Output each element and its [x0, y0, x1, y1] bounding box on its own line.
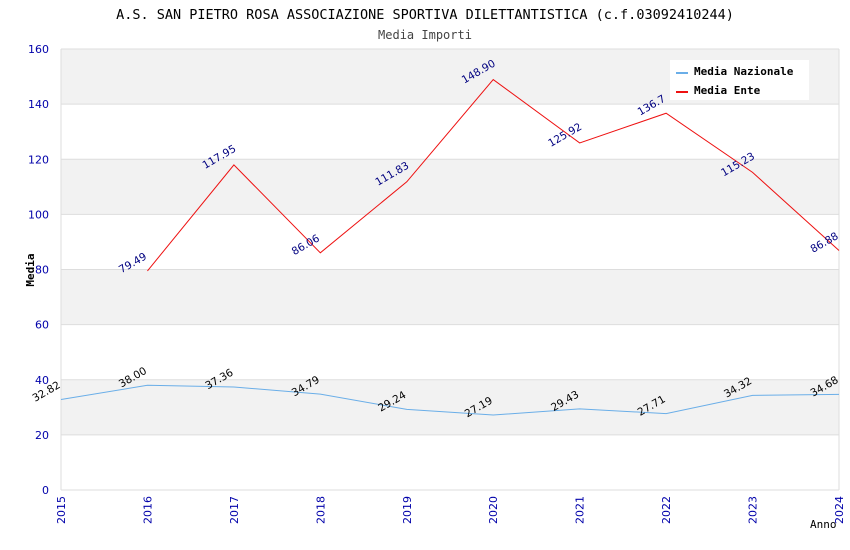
series-line-media-ente [147, 78, 840, 272]
y-tick-label: 80 [35, 264, 49, 277]
chart-subtitle: Media Importi [378, 28, 472, 42]
grid-band [61, 159, 839, 215]
x-tick-label: 2015 [55, 496, 68, 524]
y-axis-label: Media [24, 253, 37, 286]
y-tick-label: 160 [28, 43, 49, 56]
legend-label-media-nazionale: Media Nazionale [694, 65, 794, 78]
series-group [60, 78, 840, 416]
legend-box [670, 60, 809, 100]
series-line-media-nazionale [60, 384, 840, 416]
data-label-media-ente: 125.92 [546, 121, 584, 150]
x-tick-label: 2020 [487, 496, 500, 524]
x-tick-label: 2024 [833, 496, 846, 524]
x-tick-label: 2019 [401, 496, 414, 524]
x-axis-label: Anno [810, 518, 837, 531]
grid-lines [60, 48, 840, 491]
legend: Media Nazionale Media Ente [670, 60, 809, 100]
x-tick-label: 2022 [660, 496, 673, 524]
y-tick-label: 100 [28, 208, 49, 221]
x-tick-label: 2017 [228, 496, 241, 524]
y-tick-label: 60 [35, 319, 49, 332]
y-tick-label: 20 [35, 429, 49, 442]
chart-title: A.S. SAN PIETRO ROSA ASSOCIAZIONE SPORTI… [116, 7, 734, 23]
x-tick-label: 2021 [574, 496, 587, 524]
y-tick-label: 120 [28, 153, 49, 166]
grid-band [61, 269, 839, 325]
y-tick-label: 0 [42, 484, 49, 497]
x-tick-label: 2018 [314, 496, 327, 524]
data-label-media-ente: 86.88 [808, 230, 840, 255]
x-axis-ticks: 2015 2016 2017 2018 2019 2020 2021 2022 2023 2024 [55, 496, 846, 524]
data-label-media-ente: 86.06 [290, 232, 322, 258]
y-axis-ticks: 0 20 40 60 80 100 120 140 160 [28, 43, 49, 497]
grid-band [61, 379, 839, 435]
x-tick-label: 2023 [747, 496, 760, 524]
legend-label-media-ente: Media Ente [694, 84, 761, 97]
y-tick-label: 40 [35, 374, 49, 387]
x-tick-label: 2016 [141, 496, 154, 524]
y-tick-label: 140 [28, 98, 49, 111]
grid-bands [61, 49, 839, 435]
